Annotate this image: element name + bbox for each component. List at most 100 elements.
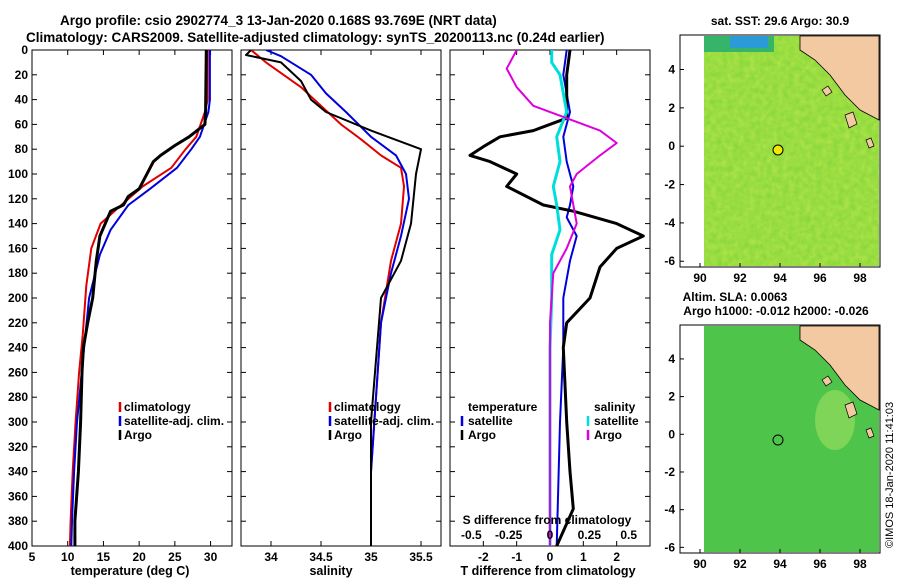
x-tick-label: 35 — [364, 550, 378, 564]
depth-tick-label: 180 — [8, 266, 28, 280]
x-tick-label: 10 — [61, 550, 75, 564]
sst-map-title: sat. SST: 29.6 Argo: 30.9 — [711, 14, 850, 28]
series-line-t-argo — [468, 50, 645, 546]
x-tick-label: 2 — [613, 550, 620, 564]
legend-argo-label: Argo — [124, 428, 152, 442]
lon-tick-label: 90 — [693, 557, 707, 571]
legend-t-sat-label: satellite — [468, 414, 513, 428]
x-tick-label: 30 — [204, 550, 218, 564]
t-diff-xlabel: T difference from climatology — [460, 564, 635, 578]
lon-tick-label: 92 — [733, 271, 747, 285]
x-tick-label: 35.5 — [409, 550, 433, 564]
depth-tick-label: 360 — [8, 489, 28, 503]
depth-tick-label: 140 — [8, 217, 28, 231]
island — [821, 375, 833, 387]
sla-high — [815, 390, 855, 450]
s-diff-tick-label: -0.25 — [495, 528, 523, 542]
salinity-series — [245, 50, 422, 546]
salinity-panel — [240, 49, 442, 547]
salinity-ticks: 34 34.5 35 35.5 — [264, 50, 433, 564]
lat-tick-label: 4 — [668, 63, 675, 77]
s-diff-tick-label: 0.5 — [620, 528, 637, 542]
s-diff-tick-label: 0 — [547, 528, 554, 542]
lat-tick-label: -6 — [664, 254, 675, 268]
depth-tick-label: 200 — [8, 291, 28, 305]
lat-tick-label: 4 — [668, 352, 675, 366]
sst-map-ticks: 90 92 94 96 98 4 2 0 -2 -4 -6 — [664, 63, 867, 285]
x-tick-label: 5 — [29, 550, 36, 564]
lon-tick-label: 96 — [813, 271, 827, 285]
depth-tick-label: 300 — [8, 415, 28, 429]
depth-tick-label: 280 — [8, 390, 28, 404]
salinity-xlabel: salinity — [309, 564, 352, 578]
difference-series — [468, 50, 645, 546]
depth-tick-label: 40 — [15, 93, 29, 107]
salinity-legend: climatology satellite-adj. clim. Argo — [328, 400, 434, 442]
lat-tick-label: -2 — [664, 178, 675, 192]
x-tick-label: -2 — [478, 550, 489, 564]
x-tick-label: 15 — [97, 550, 111, 564]
temperature-panel — [31, 49, 233, 547]
sla-map-title: Altim. SLA: 0.0063 — [683, 290, 788, 304]
argo-location-marker — [772, 434, 784, 446]
series-line-s-argo — [505, 50, 618, 546]
lon-tick-label: 98 — [853, 557, 867, 571]
legend-argo-label: Argo — [334, 428, 362, 442]
sst-cold-patch — [730, 36, 768, 48]
s-diff-tick-label: 0.25 — [578, 528, 602, 542]
s-diff-ticks: -0.5 -0.25 0 0.25 0.5 — [461, 528, 637, 542]
title-line-1: Argo profile: csio 2902774_3 13-Jan-2020… — [60, 13, 497, 28]
lon-tick-label: 90 — [693, 271, 707, 285]
temperature-series — [68, 50, 211, 546]
depth-tick-label: 220 — [8, 316, 28, 330]
depth-tick-label: 400 — [8, 539, 28, 553]
lon-tick-label: 92 — [733, 557, 747, 571]
series-line-satellite — [70, 50, 211, 546]
depth-tick-label: 100 — [8, 167, 28, 181]
depth-tick-label: 340 — [8, 465, 28, 479]
argo-location-marker — [772, 144, 784, 156]
lon-tick-label: 98 — [853, 271, 867, 285]
s-diff-xlabel: S difference from climatology — [463, 513, 632, 527]
lon-tick-label: 94 — [773, 557, 787, 571]
s-diff-tick-label: -0.5 — [461, 528, 482, 542]
series-line-argo — [73, 50, 208, 546]
depth-tick-label: 160 — [8, 241, 28, 255]
sumatra-land — [799, 35, 880, 121]
depth-tick-label: 20 — [15, 68, 29, 82]
depth-tick-label: 80 — [15, 142, 29, 156]
sla-map-subtitle: Argo h1000: -0.012 h2000: -0.026 — [683, 304, 869, 318]
legend-s-argo-label: Argo — [594, 428, 622, 442]
island — [865, 427, 875, 439]
lat-tick-label: 0 — [668, 427, 675, 441]
series-line-argo — [245, 50, 422, 546]
legend-s-sat-label: satellite — [594, 414, 639, 428]
legend-clim-label: climatology — [124, 400, 191, 414]
x-tick-label: 34 — [264, 550, 278, 564]
sst-map — [679, 34, 881, 268]
lat-tick-label: 0 — [668, 139, 675, 153]
island — [844, 401, 858, 419]
lat-tick-label: 2 — [668, 390, 675, 404]
island — [865, 137, 875, 149]
lat-tick-label: -4 — [664, 503, 675, 517]
lat-tick-label: -6 — [664, 540, 675, 554]
difference-legend: temperature satellite Argo salinity sate… — [460, 400, 639, 442]
legend-sat-label: satellite-adj. clim. — [334, 414, 434, 428]
depth-tick-label: 0 — [21, 43, 28, 57]
legend-t-argo-label: Argo — [468, 428, 496, 442]
legend-salinity-header: salinity — [594, 400, 636, 414]
depth-axis: 0 20 40 60 80 100 120 140 160 180 200 220 240 260 280 3… — [8, 43, 650, 553]
sumatra-land — [799, 325, 880, 411]
sla-map — [679, 324, 881, 554]
x-tick-label: 1 — [580, 550, 587, 564]
lon-tick-label: 96 — [813, 557, 827, 571]
x-tick-label: 34.5 — [309, 550, 333, 564]
legend-sat-label: satellite-adj. clim. — [124, 414, 224, 428]
title-line-2: Climatology: CARS2009. Satellite-adjuste… — [26, 30, 604, 45]
temperature-xlabel: temperature (deg C) — [71, 564, 190, 578]
lon-tick-label: 94 — [773, 271, 787, 285]
x-tick-label: -1 — [511, 550, 522, 564]
depth-tick-label: 260 — [8, 365, 28, 379]
